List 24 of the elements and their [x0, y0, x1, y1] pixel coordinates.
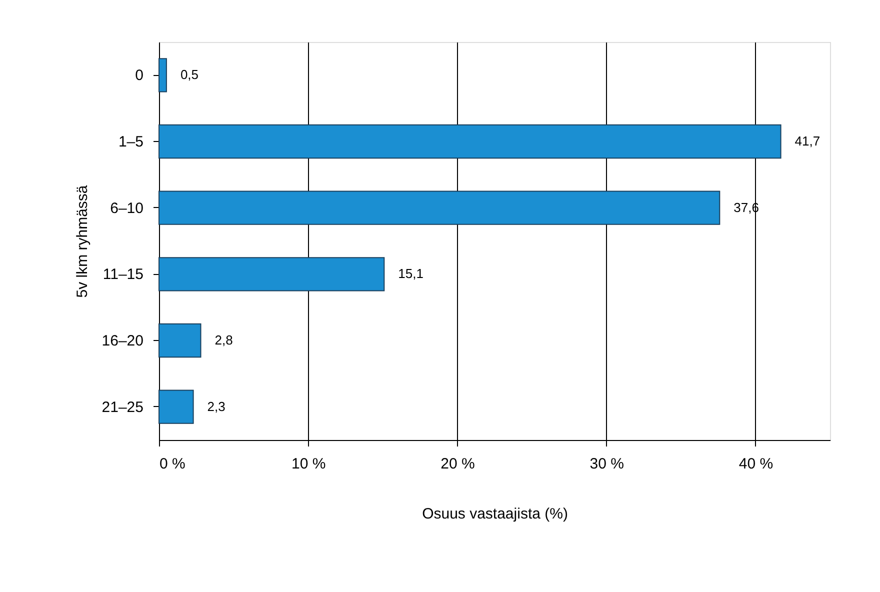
x-tick-label: 0 %	[160, 456, 186, 472]
x-tick-label: 20 %	[440, 456, 475, 472]
x-tick-label: 30 %	[590, 456, 624, 472]
bar	[158, 190, 720, 225]
y-tick-label: 0	[135, 67, 144, 84]
data-label: 2,8	[214, 332, 233, 348]
x-tick-label: 40 %	[738, 456, 774, 472]
y-tick-label: 6–10	[110, 200, 144, 217]
x-axis-title: Osuus vastaajista (%)	[422, 506, 568, 522]
y-tick-label: 16–20	[102, 332, 144, 350]
data-label: 41,7	[794, 134, 820, 148]
x-tick-label: 10 %	[292, 456, 326, 472]
data-label: 15,1	[398, 266, 424, 282]
y-axis-title: 5v lkm ryhmässä	[74, 184, 91, 298]
bar	[158, 390, 194, 424]
bar	[158, 323, 202, 358]
bar	[158, 58, 167, 92]
data-label: 0,5	[180, 67, 199, 82]
y-tick-label: 21–25	[102, 398, 144, 416]
y-tick-label: 1–5	[118, 134, 144, 150]
data-label: 2,3	[207, 398, 226, 414]
bar	[158, 124, 782, 159]
bar	[158, 257, 385, 292]
y-tick-label: 11–15	[102, 266, 144, 284]
